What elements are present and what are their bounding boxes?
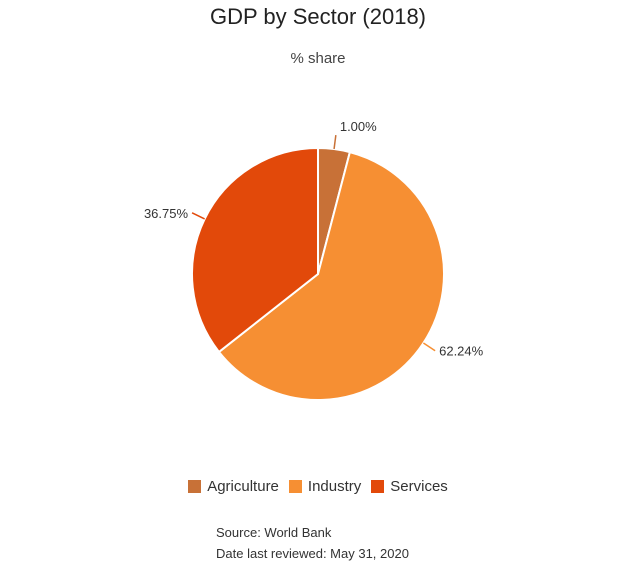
leader-line-agriculture (333, 135, 337, 150)
data-label-industry: 62.24% (439, 344, 484, 359)
leader-line-services (191, 212, 205, 220)
legend-swatch-agriculture (188, 480, 202, 493)
legend-swatch-services (371, 480, 385, 493)
legend-label-services: Services (390, 478, 448, 495)
chart-title: GDP by Sector (2018) (209, 4, 427, 29)
legend-swatch-industry (288, 480, 302, 493)
pie-chart: 1.00% 62.24% 36.75% (144, 119, 484, 401)
data-label-agriculture: 1.00% (340, 119, 377, 134)
reviewed-date: Date last reviewed: May 31, 2020 (216, 546, 409, 561)
legend-label-industry: Industry (307, 478, 362, 495)
leader-line-industry (422, 342, 436, 352)
chart-subtitle: % share (290, 50, 346, 67)
data-label-services: 36.75% (144, 206, 189, 221)
legend-label-agriculture: Agriculture (207, 478, 279, 495)
legend-item-industry[interactable]: Industry (288, 478, 362, 495)
legend-item-agriculture[interactable]: Agriculture (188, 478, 279, 495)
legend-item-services[interactable]: Services (371, 478, 448, 495)
legend: Agriculture Industry Services (0, 478, 636, 495)
source-notes: Source: World Bank Date last reviewed: M… (216, 522, 409, 564)
source-text: Source: World Bank (216, 525, 332, 540)
pie-slice-services[interactable] (191, 146, 319, 354)
